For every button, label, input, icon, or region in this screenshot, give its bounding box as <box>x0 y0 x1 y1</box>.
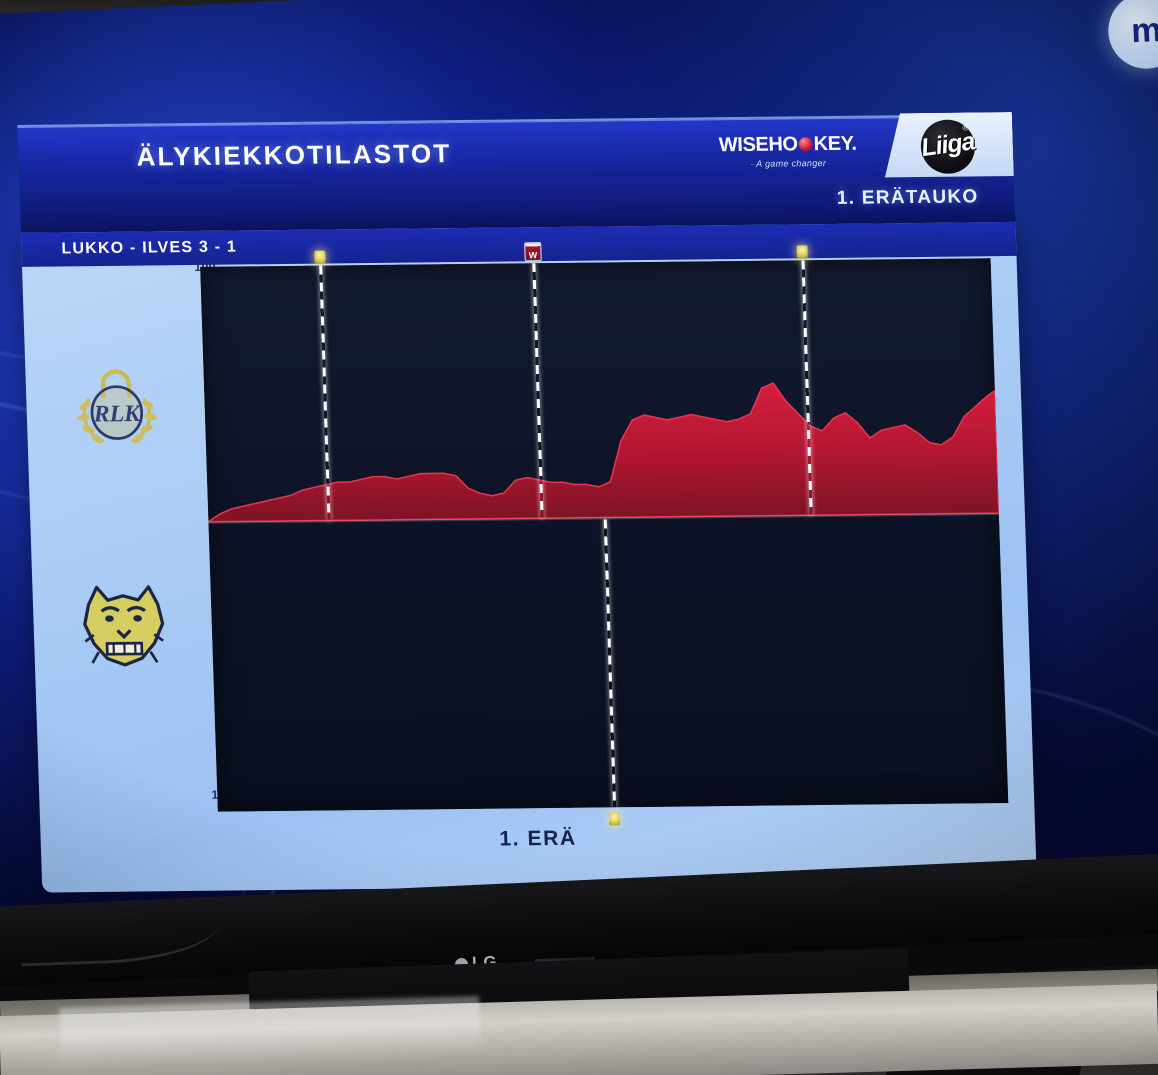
tv-screen: m ÄLYKIEKKOTILASTOT WISEHO KEY. · A game… <box>0 0 1158 920</box>
screen-vignette <box>0 0 1158 920</box>
table-reflection <box>59 996 481 1068</box>
